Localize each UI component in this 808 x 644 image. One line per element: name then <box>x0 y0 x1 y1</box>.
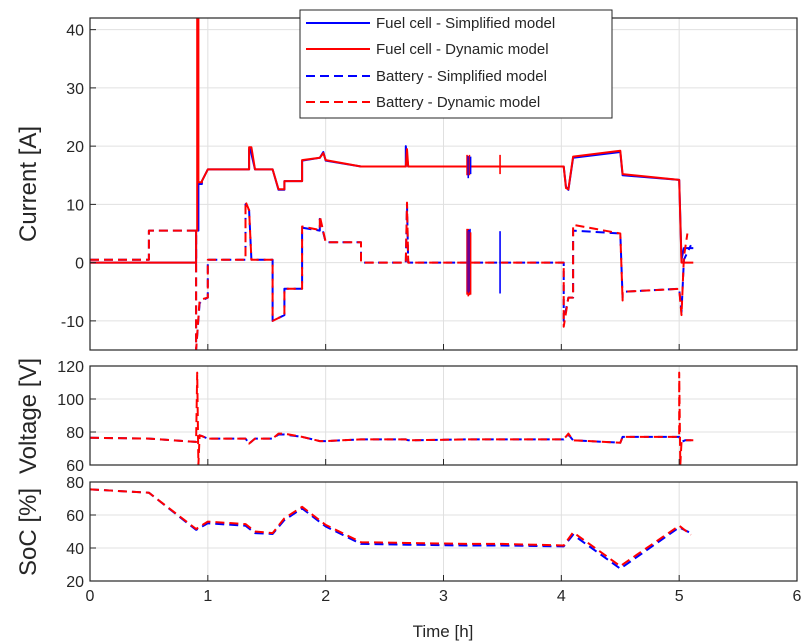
soc-axes: 20 40 60 80 0 1 2 3 4 5 6 SoC [%] Time [h] <box>15 475 802 641</box>
voltage-ytick-label: 80 <box>66 425 84 442</box>
legend-label-fc-dynamic: Fuel cell - Dynamic model <box>376 41 549 58</box>
voltage-ticks: 60 80 100 120 <box>57 359 798 475</box>
legend-entry-bat-simplified: Battery - Simplified model <box>306 68 547 85</box>
voltage-ylabel: Voltage [V] <box>15 358 42 474</box>
voltage-ytick-label: 60 <box>66 458 84 475</box>
time-xlabel: Time [h] <box>413 622 474 641</box>
current-ticks: -10 0 10 20 30 40 <box>61 23 798 350</box>
legend-entry-bat-dynamic: Battery - Dynamic model <box>306 94 540 111</box>
soc-ytick-label: 80 <box>66 475 84 492</box>
current-series-battery-dynamic-model <box>90 200 689 350</box>
xtick-label: 2 <box>321 588 330 605</box>
xtick-label: 1 <box>203 588 212 605</box>
current-ytick-label: -10 <box>61 314 84 331</box>
legend-label-bat-simplified: Battery - Simplified model <box>376 68 547 85</box>
soc-ylabel: SoC [%] <box>15 488 42 576</box>
voltage-axes: 60 80 100 120 Voltage [V] <box>15 358 798 475</box>
soc-ytick-label: 20 <box>66 574 84 591</box>
legend-entry-fc-dynamic: Fuel cell - Dynamic model <box>306 41 549 58</box>
current-ytick-label: 10 <box>66 197 84 214</box>
current-series-fuel-cell-dynamic-model <box>90 18 694 264</box>
current-ytick-label: 30 <box>66 81 84 98</box>
current-ylabel: Current [A] <box>15 126 42 242</box>
voltage-ytick-label: 120 <box>57 359 84 376</box>
xtick-label: 3 <box>439 588 448 605</box>
voltage-series <box>90 371 694 465</box>
legend: Fuel cell - Simplified model Fuel cell -… <box>299 9 613 119</box>
voltage-ytick-label: 100 <box>57 392 84 409</box>
xtick-label: 6 <box>793 588 802 605</box>
soc-ytick-label: 60 <box>66 508 84 525</box>
soc-ytick-label: 40 <box>66 541 84 558</box>
xtick-label: 4 <box>557 588 566 605</box>
soc-series-battery-simplified-model <box>90 488 692 570</box>
current-ytick-label: 0 <box>75 256 84 273</box>
legend-box <box>299 9 613 119</box>
soc-series <box>90 488 692 570</box>
legend-label-bat-dynamic: Battery - Dynamic model <box>376 94 540 111</box>
current-ytick-label: 20 <box>66 139 84 156</box>
legend-entry-fc-simplified: Fuel cell - Simplified model <box>306 15 555 32</box>
xtick-label: 0 <box>86 588 95 605</box>
soc-ticks: 20 40 60 80 0 1 2 3 4 5 6 <box>66 475 801 605</box>
legend-label-fc-simplified: Fuel cell - Simplified model <box>376 15 555 32</box>
current-ytick-label: 40 <box>66 23 84 40</box>
current-series <box>90 18 694 350</box>
voltage-series-battery-dynamic-model <box>90 371 694 465</box>
xtick-label: 5 <box>675 588 684 605</box>
soc-series-battery-dynamic-model <box>90 488 692 568</box>
